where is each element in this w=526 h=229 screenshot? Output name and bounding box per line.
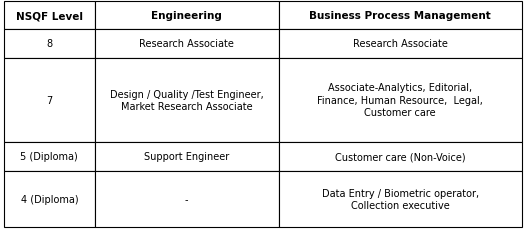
Text: 8: 8 xyxy=(46,39,53,49)
Bar xyxy=(95,143,279,171)
Bar xyxy=(279,30,522,58)
Text: Business Process Management: Business Process Management xyxy=(309,11,491,21)
Text: Engineering: Engineering xyxy=(151,11,222,21)
Bar xyxy=(4,171,95,227)
Bar xyxy=(4,58,95,143)
Text: NSQF Level: NSQF Level xyxy=(16,11,83,21)
Text: Support Engineer: Support Engineer xyxy=(144,152,229,162)
Bar xyxy=(95,171,279,227)
Bar xyxy=(4,2,95,30)
Bar xyxy=(4,30,95,58)
Bar xyxy=(279,2,522,30)
Text: Design / Quality /Test Engineer,
Market Research Associate: Design / Quality /Test Engineer, Market … xyxy=(110,89,264,112)
Text: Data Entry / Biometric operator,
Collection executive: Data Entry / Biometric operator, Collect… xyxy=(322,188,479,210)
Text: Research Associate: Research Associate xyxy=(353,39,448,49)
Text: Customer care (Non-Voice): Customer care (Non-Voice) xyxy=(335,152,466,162)
Bar xyxy=(279,171,522,227)
Text: 7: 7 xyxy=(46,95,53,105)
Text: 4 (Diploma): 4 (Diploma) xyxy=(21,194,78,204)
Text: 5 (Diploma): 5 (Diploma) xyxy=(21,152,78,162)
Text: -: - xyxy=(185,194,188,204)
Bar xyxy=(4,143,95,171)
Bar xyxy=(279,58,522,143)
Bar xyxy=(95,58,279,143)
Bar xyxy=(279,143,522,171)
Bar xyxy=(95,2,279,30)
Text: Associate-Analytics, Editorial,
Finance, Human Resource,  Legal,
Customer care: Associate-Analytics, Editorial, Finance,… xyxy=(317,83,483,118)
Text: Research Associate: Research Associate xyxy=(139,39,234,49)
Bar xyxy=(95,30,279,58)
